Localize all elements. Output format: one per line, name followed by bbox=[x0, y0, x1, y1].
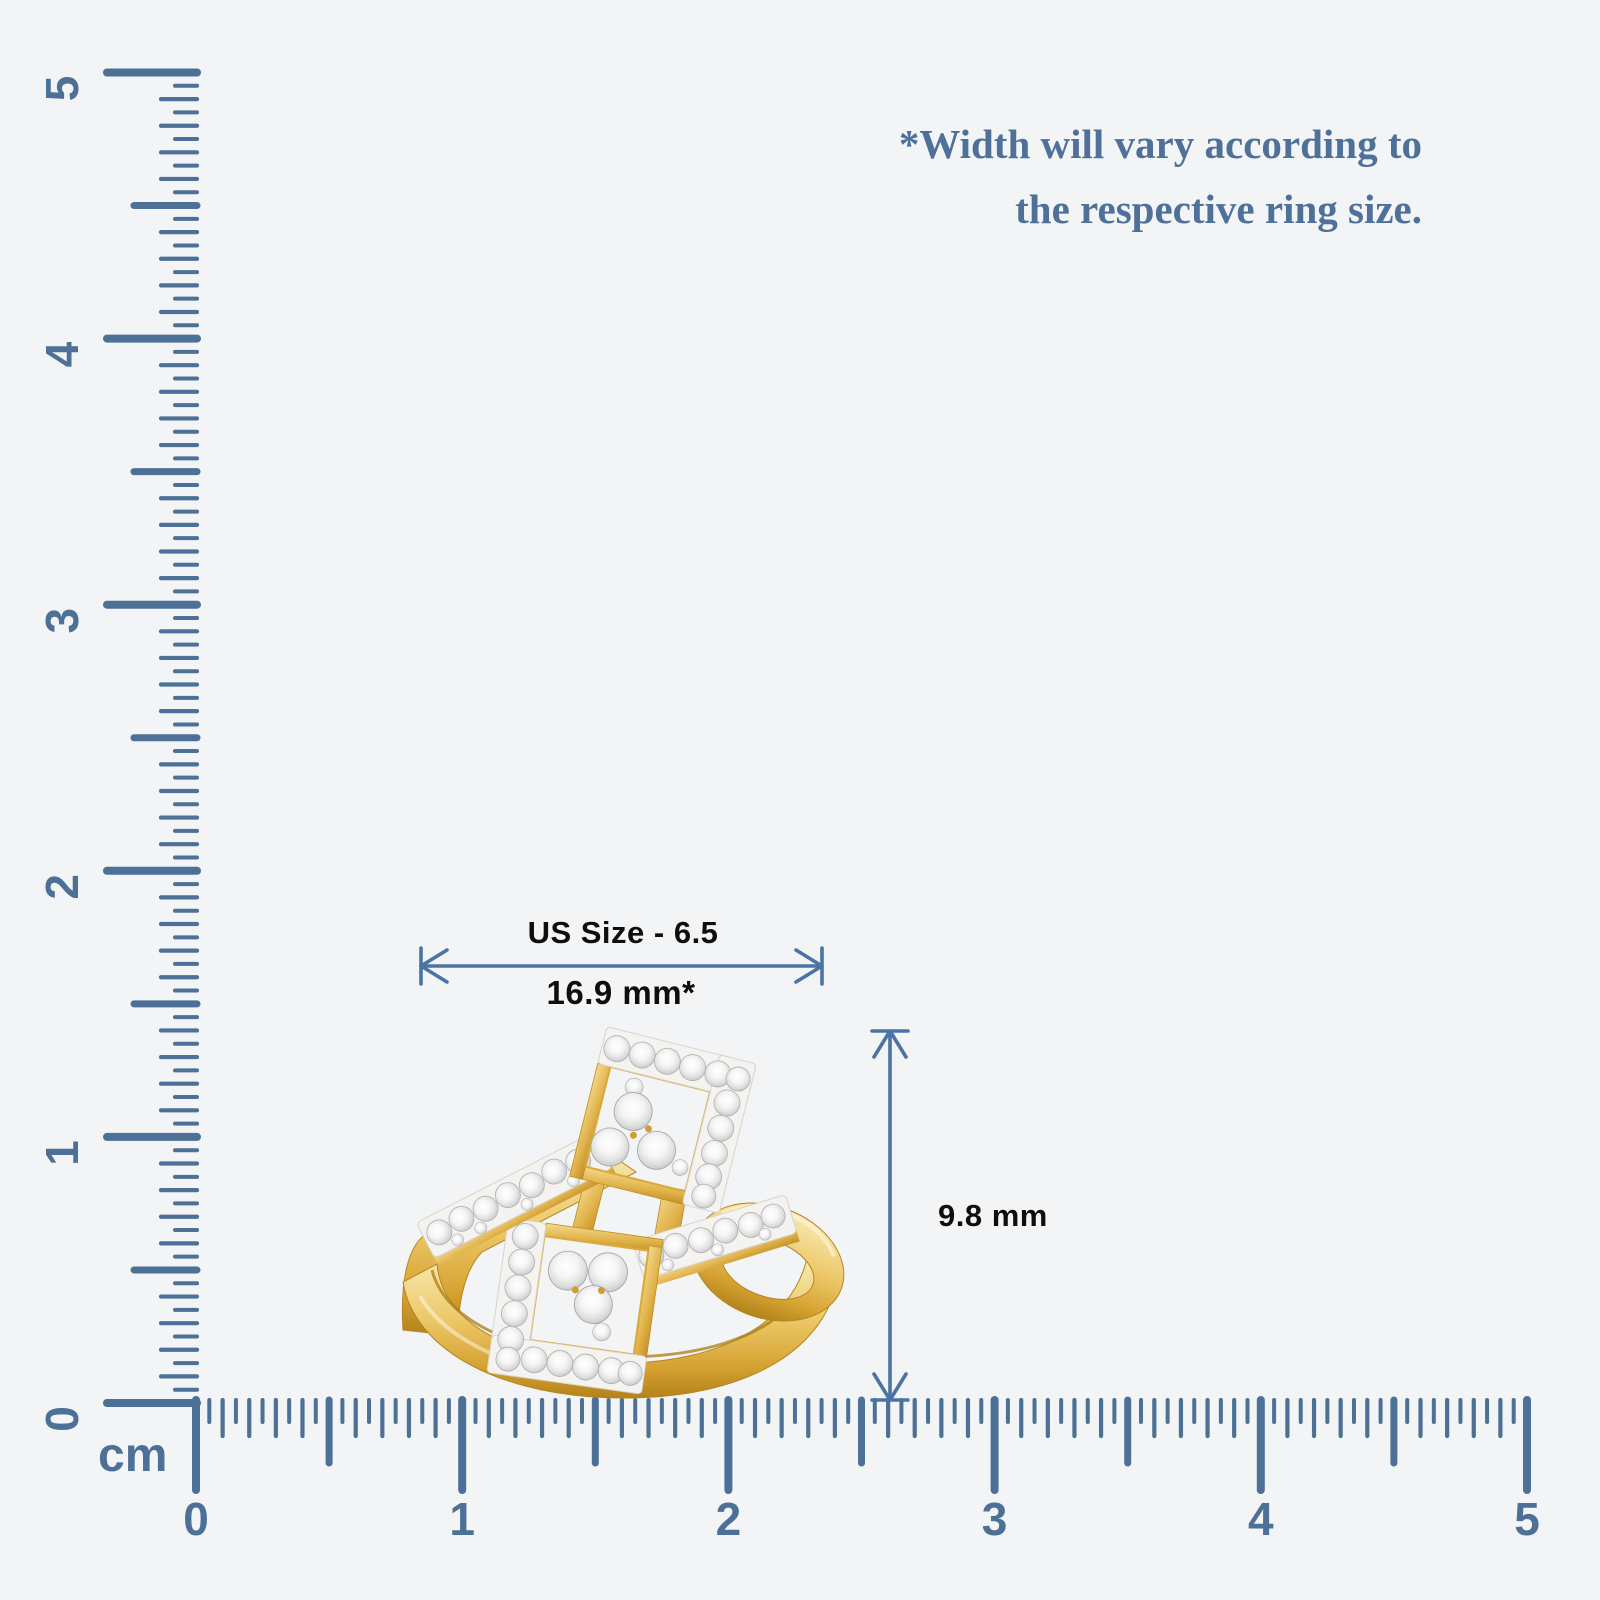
ruler-number: 3 bbox=[36, 608, 88, 634]
ruler-number: 5 bbox=[36, 76, 88, 102]
ruler-number: 0 bbox=[183, 1493, 209, 1545]
ruler-number: 4 bbox=[1248, 1493, 1274, 1545]
height-dimension-arrow bbox=[870, 1029, 910, 1402]
width-size-label: US Size - 6.5 bbox=[527, 915, 719, 950]
ruler-number: 0 bbox=[36, 1406, 88, 1432]
width-dimension-arrow bbox=[419, 946, 824, 986]
ruler-number: 1 bbox=[449, 1493, 475, 1545]
ruler-number: 2 bbox=[716, 1493, 742, 1545]
ring-square-upper bbox=[569, 1027, 756, 1213]
height-value-label: 9.8 mm bbox=[938, 1198, 1048, 1233]
disclaimer-note: *Width will vary according to the respec… bbox=[899, 112, 1422, 242]
ring-square-lower bbox=[486, 1217, 664, 1395]
ring-image bbox=[401, 1027, 845, 1399]
ring-pave-strip-left bbox=[417, 1133, 617, 1266]
disclaimer-line-1: *Width will vary according to bbox=[898, 121, 1422, 167]
ruler-number: 3 bbox=[982, 1493, 1008, 1545]
ruler-number: 5 bbox=[1514, 1493, 1540, 1545]
ruler-number: 1 bbox=[36, 1140, 88, 1166]
disclaimer-line-2: the respective ring size. bbox=[1015, 186, 1422, 232]
width-value-label: 16.9 mm* bbox=[546, 974, 696, 1011]
ruler-number: 2 bbox=[36, 874, 88, 900]
ruler-number: 4 bbox=[36, 341, 88, 367]
ruler-unit-label: cm bbox=[98, 1429, 167, 1482]
